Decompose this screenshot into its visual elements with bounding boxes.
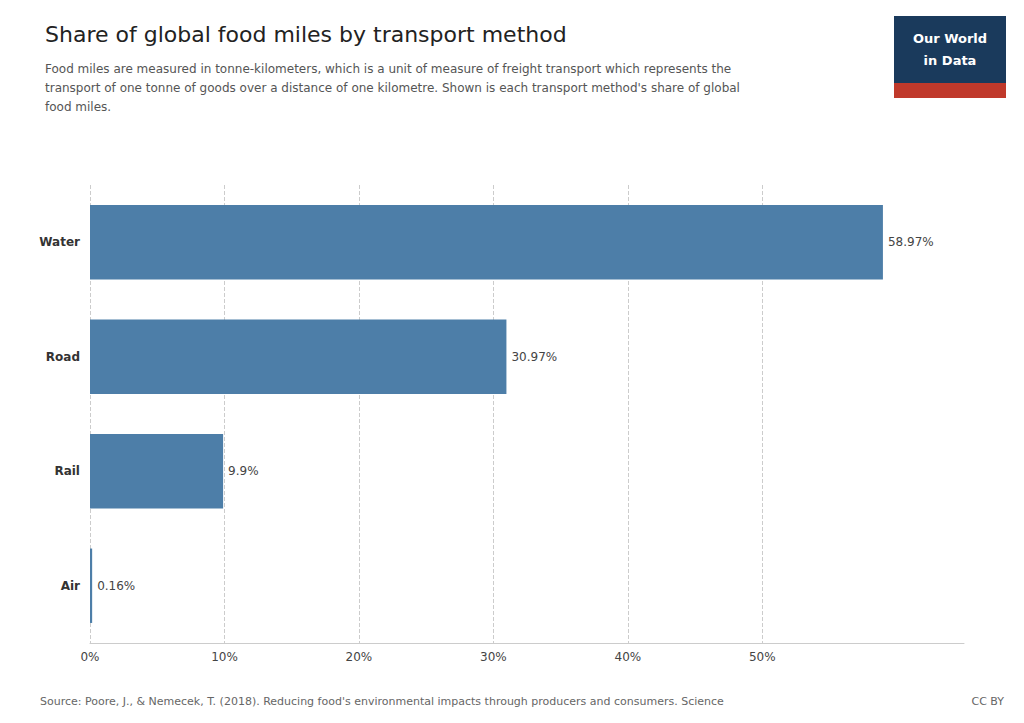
svg-text:transport of one tonne of good: transport of one tonne of goods over a d…: [45, 81, 740, 95]
svg-text:30%: 30%: [480, 650, 507, 664]
svg-text:Water: Water: [39, 235, 80, 249]
svg-text:CC BY: CC BY: [971, 695, 1004, 708]
svg-text:9.9%: 9.9%: [228, 464, 258, 478]
svg-text:Food miles are measured in ton: Food miles are measured in tonne-kilomet…: [45, 62, 731, 76]
svg-text:Air: Air: [61, 579, 80, 593]
svg-text:Road: Road: [46, 350, 80, 364]
svg-text:food miles.: food miles.: [45, 100, 111, 114]
svg-text:0.16%: 0.16%: [97, 579, 135, 593]
svg-text:0%: 0%: [80, 650, 99, 664]
svg-text:40%: 40%: [615, 650, 642, 664]
svg-text:Our World: Our World: [913, 31, 987, 46]
svg-text:50%: 50%: [749, 650, 776, 664]
svg-text:58.97%: 58.97%: [888, 235, 934, 249]
svg-text:30.97%: 30.97%: [511, 350, 557, 364]
svg-text:in Data: in Data: [924, 53, 977, 68]
svg-text:20%: 20%: [346, 650, 373, 664]
svg-text:Source: Poore, J., & Nemecek,: Source: Poore, J., & Nemecek, T. (2018).…: [40, 695, 724, 708]
svg-text:Rail: Rail: [54, 464, 80, 478]
svg-text:Share of global food miles by: Share of global food miles by transport …: [45, 22, 567, 47]
svg-text:10%: 10%: [211, 650, 238, 664]
